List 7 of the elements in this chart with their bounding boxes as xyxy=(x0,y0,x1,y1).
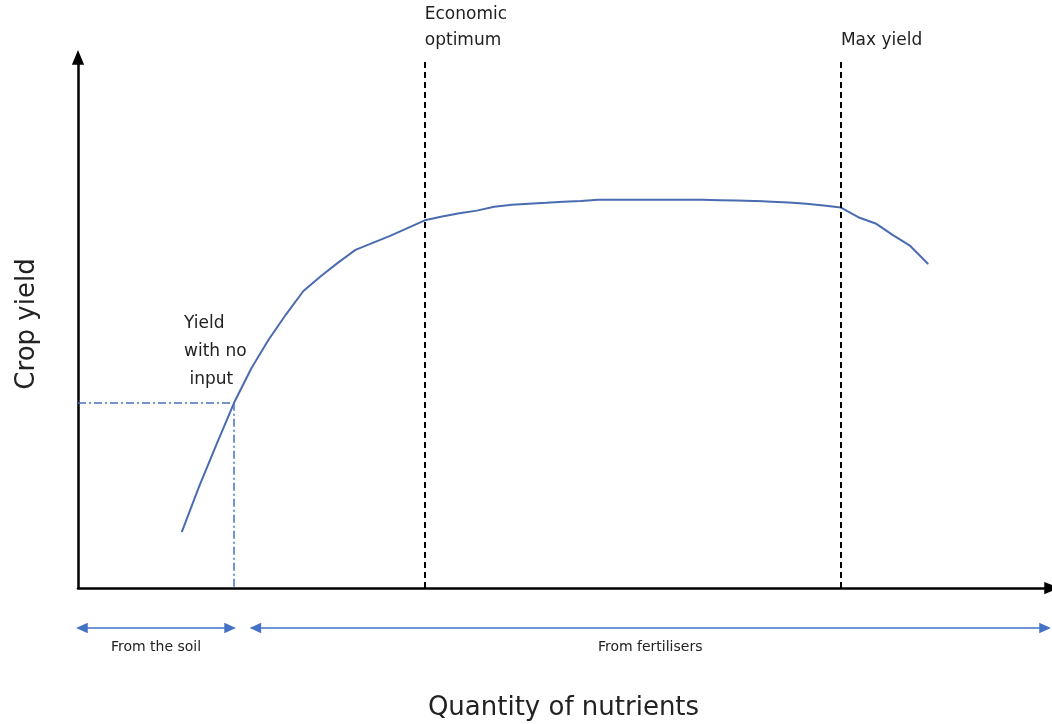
annotation: Yield with no input xyxy=(183,311,247,388)
x-axis-title: Quantity of nutrients xyxy=(427,691,700,721)
y-axis-title: Crop yield xyxy=(10,258,40,390)
text: Economic optimum xyxy=(424,3,513,49)
text: From the soil xyxy=(110,638,202,654)
text: Max yield xyxy=(840,29,923,49)
text: From fertilisers xyxy=(597,638,703,654)
